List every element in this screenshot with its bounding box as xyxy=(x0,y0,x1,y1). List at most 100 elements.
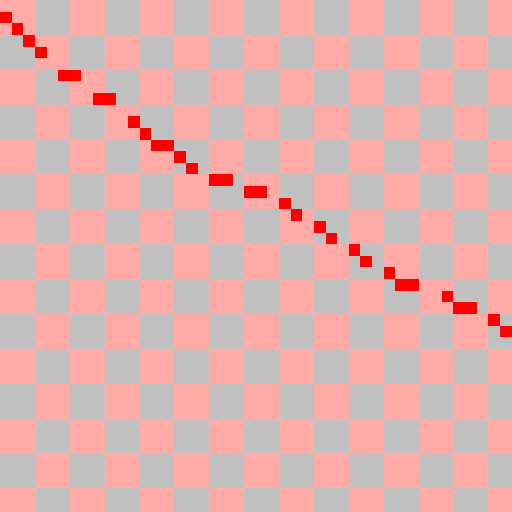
grid-cell[interactable] xyxy=(313,325,326,338)
grid-cell[interactable] xyxy=(302,34,314,47)
grid-cell[interactable] xyxy=(337,69,349,82)
grid-cell[interactable] xyxy=(441,209,454,221)
grid-cell[interactable] xyxy=(406,197,419,210)
grid-cell[interactable] xyxy=(476,360,489,372)
grid-cell[interactable] xyxy=(0,476,12,489)
grid-cell[interactable] xyxy=(186,418,198,431)
grid-cell[interactable] xyxy=(186,244,198,256)
grid-cell[interactable] xyxy=(104,372,117,384)
grid-cell[interactable] xyxy=(220,395,233,407)
active-cell[interactable] xyxy=(93,93,105,105)
grid-cell[interactable] xyxy=(162,151,175,163)
active-cell[interactable] xyxy=(162,139,175,152)
grid-cell[interactable] xyxy=(0,441,12,454)
grid-cell[interactable] xyxy=(279,93,291,105)
grid-cell[interactable] xyxy=(162,360,175,372)
grid-cell[interactable] xyxy=(69,186,82,198)
grid-cell[interactable] xyxy=(395,395,407,407)
grid-cell[interactable] xyxy=(127,46,140,59)
grid-cell[interactable] xyxy=(267,23,279,35)
grid-cell[interactable] xyxy=(430,430,442,442)
grid-cell[interactable] xyxy=(244,58,256,70)
grid-cell[interactable] xyxy=(34,244,47,256)
grid-cell[interactable] xyxy=(302,186,314,198)
grid-cell[interactable] xyxy=(186,360,198,372)
grid-cell[interactable] xyxy=(232,232,245,245)
grid-cell[interactable] xyxy=(476,127,489,140)
grid-cell[interactable] xyxy=(337,81,349,93)
grid-cell[interactable] xyxy=(372,58,384,70)
grid-cell[interactable] xyxy=(255,406,268,419)
grid-cell[interactable] xyxy=(46,0,59,12)
grid-cell[interactable] xyxy=(267,162,279,175)
grid-cell[interactable] xyxy=(325,348,338,361)
grid-cell[interactable] xyxy=(220,186,233,198)
grid-cell[interactable] xyxy=(290,476,303,489)
grid-cell[interactable] xyxy=(302,151,314,163)
grid-cell[interactable] xyxy=(279,418,291,431)
grid-cell[interactable] xyxy=(34,279,47,291)
grid-cell[interactable] xyxy=(81,337,93,349)
grid-cell[interactable] xyxy=(372,325,384,338)
grid-cell[interactable] xyxy=(418,127,431,140)
grid-cell[interactable] xyxy=(81,58,93,70)
grid-cell[interactable] xyxy=(418,418,431,431)
grid-cell[interactable] xyxy=(418,267,431,279)
grid-cell[interactable] xyxy=(267,488,279,500)
grid-cell[interactable] xyxy=(302,104,314,117)
grid-cell[interactable] xyxy=(499,395,512,407)
grid-cell[interactable] xyxy=(23,337,35,349)
grid-cell[interactable] xyxy=(0,46,12,59)
grid-cell[interactable] xyxy=(69,476,82,489)
grid-cell[interactable] xyxy=(0,453,12,465)
grid-cell[interactable] xyxy=(279,488,291,500)
grid-cell[interactable] xyxy=(232,267,245,279)
grid-cell[interactable] xyxy=(441,69,454,82)
grid-cell[interactable] xyxy=(441,360,454,372)
grid-cell[interactable] xyxy=(151,360,163,372)
grid-cell[interactable] xyxy=(174,313,186,326)
grid-cell[interactable] xyxy=(406,372,419,384)
grid-cell[interactable] xyxy=(23,186,35,198)
grid-cell[interactable] xyxy=(116,151,128,163)
grid-cell[interactable] xyxy=(11,116,24,128)
grid-cell[interactable] xyxy=(58,23,70,35)
grid-cell[interactable] xyxy=(441,255,454,268)
grid-cell[interactable] xyxy=(267,499,279,512)
grid-cell[interactable] xyxy=(104,232,117,245)
grid-cell[interactable] xyxy=(441,395,454,407)
grid-cell[interactable] xyxy=(58,267,70,279)
grid-cell[interactable] xyxy=(395,325,407,338)
grid-cell[interactable] xyxy=(244,162,256,175)
grid-cell[interactable] xyxy=(46,465,59,477)
grid-cell[interactable] xyxy=(476,232,489,245)
grid-cell[interactable] xyxy=(360,69,372,82)
grid-cell[interactable] xyxy=(290,151,303,163)
grid-cell[interactable] xyxy=(383,465,396,477)
grid-cell[interactable] xyxy=(302,209,314,221)
grid-cell[interactable] xyxy=(499,313,512,326)
grid-cell[interactable] xyxy=(93,127,105,140)
grid-cell[interactable] xyxy=(139,360,152,372)
grid-cell[interactable] xyxy=(81,174,93,186)
grid-cell[interactable] xyxy=(453,69,465,82)
grid-cell[interactable] xyxy=(34,116,47,128)
grid-cell[interactable] xyxy=(372,34,384,47)
grid-cell[interactable] xyxy=(337,383,349,396)
grid-cell[interactable] xyxy=(383,337,396,349)
grid-cell[interactable] xyxy=(186,0,198,12)
grid-cell[interactable] xyxy=(383,58,396,70)
grid-cell[interactable] xyxy=(209,441,221,454)
grid-cell[interactable] xyxy=(348,267,361,279)
grid-cell[interactable] xyxy=(302,453,314,465)
grid-cell[interactable] xyxy=(104,348,117,361)
grid-cell[interactable] xyxy=(139,34,152,47)
grid-cell[interactable] xyxy=(93,383,105,396)
grid-cell[interactable] xyxy=(186,255,198,268)
grid-cell[interactable] xyxy=(174,465,186,477)
grid-cell[interactable] xyxy=(279,360,291,372)
grid-cell[interactable] xyxy=(23,58,35,70)
grid-cell[interactable] xyxy=(34,186,47,198)
grid-cell[interactable] xyxy=(174,302,186,314)
grid-cell[interactable] xyxy=(395,244,407,256)
